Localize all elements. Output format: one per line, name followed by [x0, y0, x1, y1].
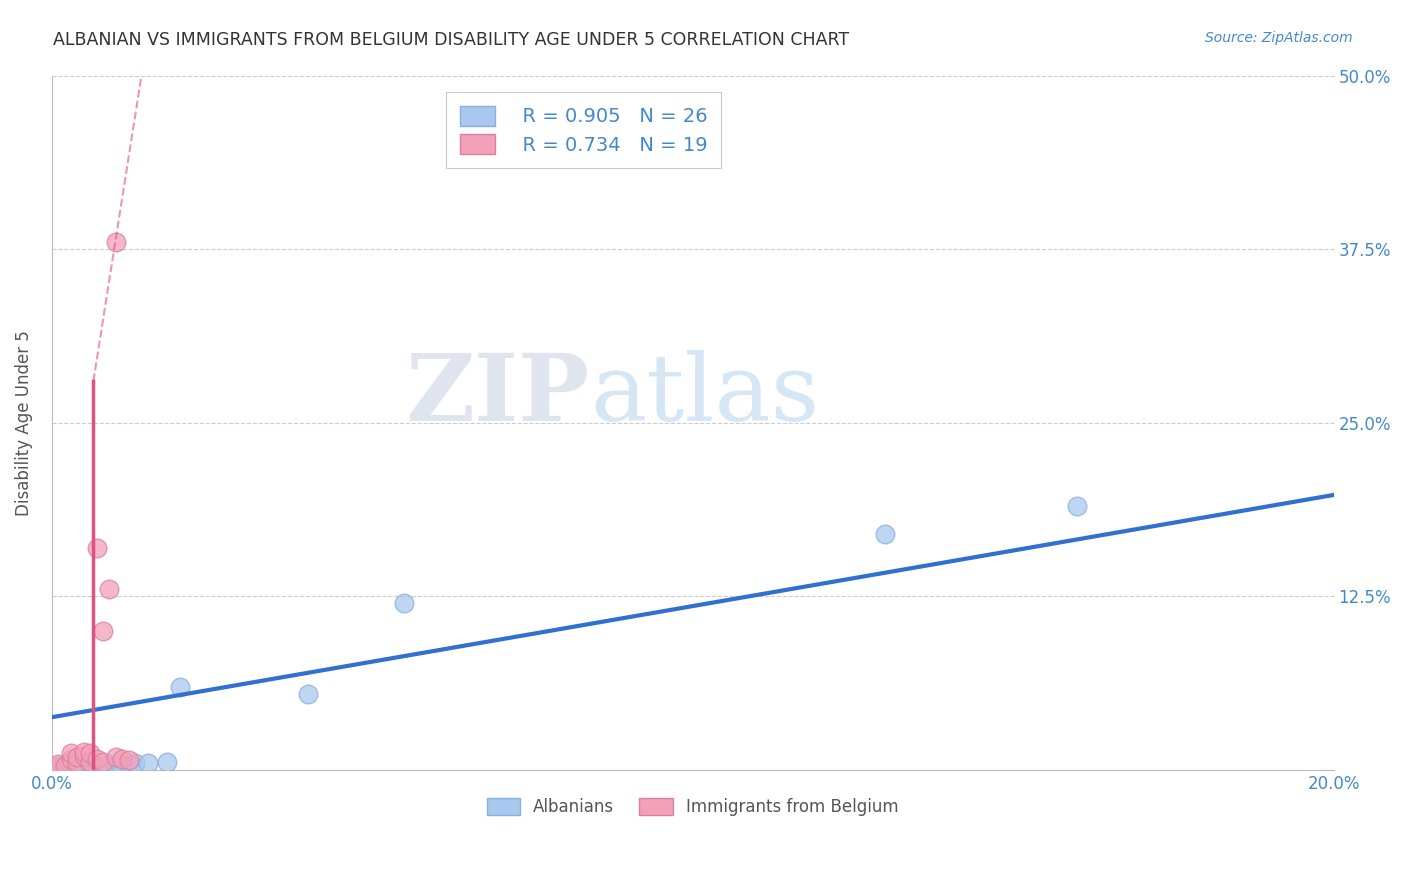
- Point: [873, 527, 896, 541]
- Point: [44, 762, 66, 776]
- Point: [86, 760, 108, 774]
- Point: [118, 757, 141, 772]
- Point: [124, 756, 146, 770]
- Text: ZIP: ZIP: [406, 350, 591, 440]
- Point: [53, 757, 76, 772]
- Point: [59, 747, 82, 761]
- Point: [79, 747, 101, 761]
- Point: [1066, 499, 1088, 513]
- Point: [46, 757, 69, 772]
- Point: [59, 752, 82, 766]
- Point: [86, 752, 108, 766]
- Point: [79, 759, 101, 773]
- Point: [86, 541, 108, 555]
- Point: [91, 624, 114, 639]
- Point: [73, 749, 96, 764]
- Point: [46, 762, 69, 776]
- Legend: Albanians, Immigrants from Belgium: Albanians, Immigrants from Belgium: [478, 789, 907, 824]
- Point: [59, 760, 82, 774]
- Point: [111, 759, 134, 773]
- Point: [169, 680, 191, 694]
- Point: [59, 762, 82, 776]
- Point: [53, 759, 76, 773]
- Point: [91, 759, 114, 773]
- Point: [53, 759, 76, 773]
- Y-axis label: Disability Age Under 5: Disability Age Under 5: [15, 330, 32, 516]
- Point: [394, 596, 416, 610]
- Point: [98, 582, 121, 597]
- Point: [66, 756, 89, 770]
- Point: [46, 760, 69, 774]
- Point: [111, 752, 134, 766]
- Point: [91, 755, 114, 769]
- Text: atlas: atlas: [591, 350, 820, 440]
- Point: [104, 235, 127, 250]
- Point: [118, 753, 141, 767]
- Point: [66, 760, 89, 774]
- Point: [104, 759, 127, 773]
- Point: [156, 755, 179, 769]
- Point: [136, 756, 159, 770]
- Point: [297, 687, 319, 701]
- Point: [66, 750, 89, 764]
- Point: [73, 759, 96, 773]
- Point: [73, 745, 96, 759]
- Point: [66, 759, 89, 773]
- Point: [79, 755, 101, 769]
- Point: [46, 759, 69, 773]
- Text: ALBANIAN VS IMMIGRANTS FROM BELGIUM DISABILITY AGE UNDER 5 CORRELATION CHART: ALBANIAN VS IMMIGRANTS FROM BELGIUM DISA…: [53, 31, 849, 49]
- Point: [98, 757, 121, 772]
- Text: Source: ZipAtlas.com: Source: ZipAtlas.com: [1205, 31, 1353, 45]
- Point: [53, 760, 76, 774]
- Point: [104, 750, 127, 764]
